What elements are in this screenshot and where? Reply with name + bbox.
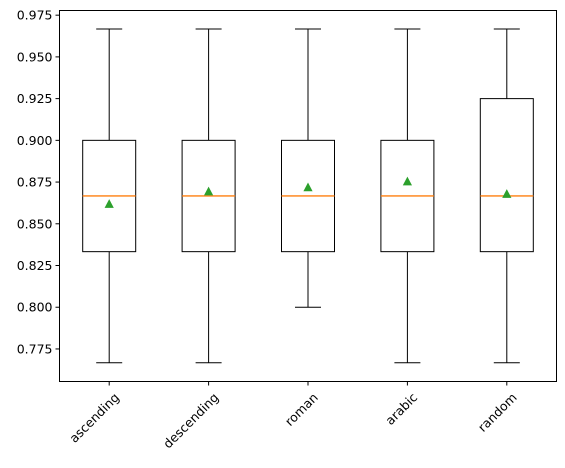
y-tick-label: 0.800 (17, 300, 53, 315)
y-tick-label: 0.900 (17, 133, 53, 148)
y-tick-label: 0.975 (17, 8, 53, 23)
mean-marker (303, 182, 313, 192)
y-tick-label: 0.950 (17, 49, 53, 64)
box-ascending (82, 28, 137, 364)
mean-marker (402, 176, 412, 186)
box-random (479, 28, 534, 364)
box-descending (181, 28, 236, 364)
x-tick-label: descending (160, 390, 221, 451)
mean-marker (502, 189, 512, 198)
x-tick-label: arabic (382, 390, 420, 428)
y-tick-label: 0.775 (17, 341, 53, 356)
y-tick-label: 0.925 (17, 91, 53, 106)
iqr-box (479, 98, 534, 253)
mean-marker (104, 199, 114, 208)
mean-marker (204, 186, 214, 196)
box-roman (281, 28, 335, 308)
x-tick-label: ascending (66, 390, 122, 446)
y-tick-label: 0.875 (17, 175, 53, 190)
x-tick-label: roman (282, 390, 321, 429)
x-tick-label: random (475, 390, 520, 435)
y-tick-label: 0.850 (17, 216, 53, 231)
box-arabic (380, 28, 435, 364)
y-tick-label: 0.825 (17, 258, 53, 273)
